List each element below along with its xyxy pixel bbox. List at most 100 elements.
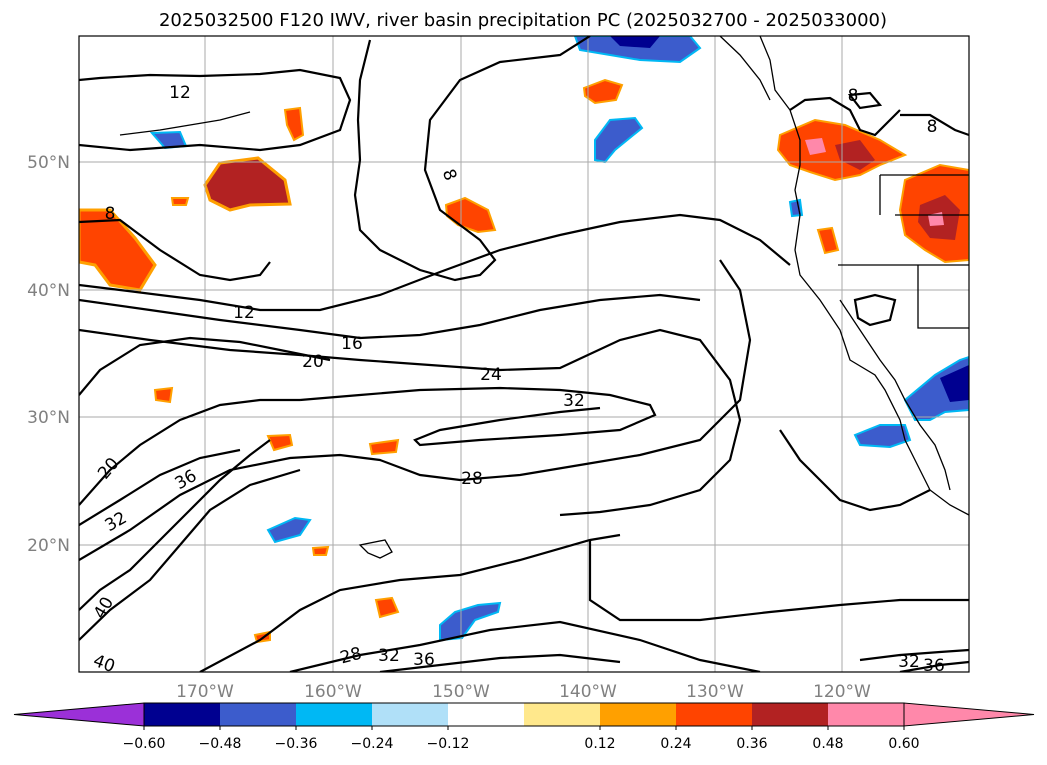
colorbar-tick-label: 0.60 <box>888 736 919 752</box>
coastlines <box>119 36 969 559</box>
neg-patch <box>594 116 644 164</box>
negative-pc-shading <box>149 36 969 642</box>
iwv-contour <box>379 653 621 672</box>
contour-label: 40 <box>90 651 117 677</box>
iwv-contour <box>859 648 969 662</box>
contour-label: 8 <box>927 117 938 137</box>
pos-patch <box>805 138 826 155</box>
positive-pc-shading <box>79 78 969 644</box>
iwv-contour <box>79 468 301 641</box>
colorbar-under-extension <box>13 702 145 727</box>
lon-tick: 150°W <box>432 682 490 702</box>
pos-patch <box>203 156 292 212</box>
contour-label: 8 <box>848 86 859 106</box>
colorbar-over-extension <box>903 702 1035 727</box>
contour-label: 32 <box>563 391 585 411</box>
lat-tick: 20°N <box>27 536 70 556</box>
lat-tick: 30°N <box>27 408 70 428</box>
iwv-contour <box>79 336 331 396</box>
colorbar-tick-label: 0.48 <box>812 736 843 752</box>
colorbar-bin <box>296 703 372 726</box>
pos-patch <box>374 596 400 619</box>
longitude-ticks: 170°W 160°W 150°W 140°W 130°W 120°W <box>176 682 871 702</box>
contour-label: 24 <box>480 365 502 385</box>
iwv-contour <box>79 398 300 506</box>
iwv-contour <box>79 448 241 526</box>
contour-label: 8 <box>105 204 116 224</box>
iwv-contour <box>900 113 969 137</box>
colorbar-bin <box>524 703 600 726</box>
pos-patch <box>582 78 624 105</box>
colorbar-bin <box>676 703 752 726</box>
pos-patch <box>816 226 840 255</box>
pos-patch <box>153 386 174 404</box>
lat-tick: 40°N <box>27 281 70 301</box>
colorbar-tick-label: −0.60 <box>123 736 166 752</box>
colorbar-tick-label: 0.24 <box>660 736 691 752</box>
pos-patch <box>170 197 190 206</box>
neg-patch <box>853 424 912 449</box>
neg-patch <box>610 36 660 48</box>
contour-label: 20 <box>302 352 324 372</box>
iwv-contour <box>779 429 931 512</box>
iwv-contour <box>79 68 352 152</box>
iwv-contour <box>353 36 591 282</box>
colorbar-bin <box>752 703 828 726</box>
iwv-contour <box>79 213 791 312</box>
iwv-contour <box>899 660 969 672</box>
contour-label: 36 <box>923 656 945 676</box>
iwv-contour <box>853 293 897 327</box>
lon-tick: 120°W <box>813 682 871 702</box>
colorbar-bin <box>828 703 904 726</box>
iwv-contour <box>199 533 621 672</box>
colorbar-bin <box>220 703 296 726</box>
colorbar-bin <box>144 703 220 726</box>
pos-patch <box>311 545 330 556</box>
iwv-contour <box>79 293 701 340</box>
colorbar-tick-label: −0.12 <box>427 736 470 752</box>
pos-patch <box>368 438 400 456</box>
colorbar-bin <box>448 703 524 726</box>
pos-patch <box>266 433 294 452</box>
pos-patch <box>283 106 305 142</box>
iwv-contour <box>299 386 657 447</box>
colorbar-bin <box>600 703 676 726</box>
colorbar-tick-label: −0.48 <box>199 736 242 752</box>
colorbar-bin <box>372 703 448 726</box>
lon-tick: 160°W <box>304 682 362 702</box>
colorbar-outline <box>143 702 905 727</box>
iwv-contours <box>79 36 969 672</box>
iwv-contour <box>588 540 969 622</box>
contour-label: 36 <box>413 650 435 670</box>
contour-label: 12 <box>233 303 255 323</box>
colorbar-tick-label: 0.12 <box>584 736 615 752</box>
contour-label: 28 <box>461 469 483 489</box>
lon-tick: 130°W <box>686 682 744 702</box>
contour-label: 12 <box>169 83 191 103</box>
neg-patch <box>940 365 969 402</box>
iwv-contour <box>847 91 883 110</box>
iwv-contour <box>79 439 271 611</box>
map-frame <box>78 35 970 673</box>
iwv-contour <box>79 259 752 561</box>
neg-patch <box>573 36 702 64</box>
iwv-contour <box>79 218 271 282</box>
map-title: 2025032500 F120 IWV, river basin precipi… <box>159 10 887 31</box>
contour-label: 16 <box>341 334 363 354</box>
colorbar-tick-label: 0.36 <box>736 736 767 752</box>
colorbar-tick-label: −0.24 <box>351 736 394 752</box>
contour-label: 32 <box>898 652 920 672</box>
latitude-ticks: 50°N 40°N 30°N 20°N <box>27 153 70 556</box>
neg-patch <box>266 516 312 544</box>
colorbar-tick-label: −0.36 <box>275 736 318 752</box>
lon-tick: 140°W <box>559 682 617 702</box>
contour-label: 32 <box>378 646 400 666</box>
iwv-contour <box>289 620 761 672</box>
lat-tick: 50°N <box>27 153 70 173</box>
map-area: 12 8 8 8 8 12 16 20 24 32 28 20 36 32 40… <box>79 36 969 677</box>
iwv-contour <box>79 328 742 517</box>
colorbar: −0.60 −0.48 −0.36 −0.24 −0.12 0.12 0.24 0.36 0.4… <box>13 702 1035 752</box>
lon-tick: 170°W <box>176 682 234 702</box>
iwv-contour <box>789 96 901 137</box>
